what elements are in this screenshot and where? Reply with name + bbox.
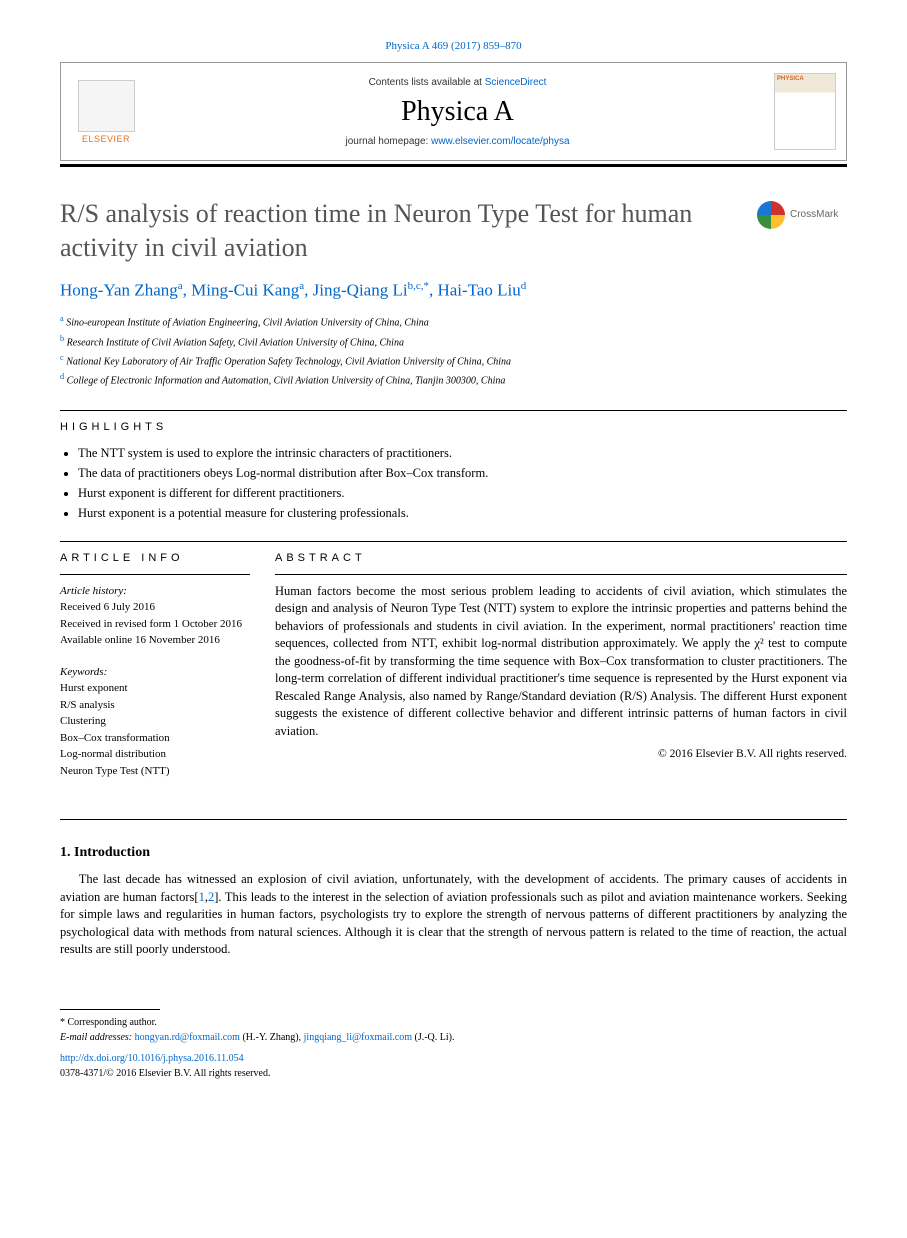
highlight-item: Hurst exponent is a potential measure fo…: [78, 503, 847, 523]
homepage-prefix: journal homepage:: [345, 136, 431, 147]
email-link[interactable]: jingqiang_li@foxmail.com: [304, 1032, 412, 1043]
homepage-link[interactable]: www.elsevier.com/locate/physa: [431, 136, 569, 147]
affil-text: Research Institute of Civil Aviation Saf…: [67, 337, 404, 348]
author-affil-sup: d: [521, 280, 527, 292]
online-date: Available online 16 November 2016: [60, 632, 250, 649]
received-date: Received 6 July 2016: [60, 599, 250, 616]
affiliation-line: c National Key Laboratory of Air Traffic…: [60, 351, 847, 370]
keyword: Neuron Type Test (NTT): [60, 763, 250, 780]
corresponding-author: * Corresponding author.: [60, 1015, 847, 1030]
revised-date: Received in revised form 1 October 2016: [60, 616, 250, 633]
affil-text: College of Electronic Information and Au…: [67, 376, 506, 387]
keyword: Log-normal distribution: [60, 746, 250, 763]
author-affil-sup: a: [299, 280, 304, 292]
elsevier-tree-icon: [78, 80, 135, 132]
contents-prefix: Contents lists available at: [369, 77, 485, 88]
email-attr: (J.-Q. Li).: [412, 1032, 455, 1043]
title-row: R/S analysis of reaction time in Neuron …: [60, 197, 847, 265]
journal-homepage: journal homepage: www.elsevier.com/locat…: [141, 136, 774, 147]
copyright: © 2016 Elsevier B.V. All rights reserved…: [275, 748, 847, 760]
header-reference: Physica A 469 (2017) 859–870: [60, 40, 847, 52]
author-name[interactable]: Ming-Cui Kang: [191, 280, 299, 299]
footer: * Corresponding author. E-mail addresses…: [60, 1015, 847, 1081]
issn-line: 0378-4371/© 2016 Elsevier B.V. All right…: [60, 1066, 847, 1081]
highlight-item: The data of practitioners obeys Log-norm…: [78, 463, 847, 483]
highlights-label: HIGHLIGHTS: [60, 421, 847, 433]
journal-name: Physica A: [141, 96, 774, 128]
abstract-column: ABSTRACT Human factors become the most s…: [275, 552, 847, 795]
affil-sup: b: [60, 334, 64, 343]
footer-divider: [60, 1009, 160, 1010]
publisher-header: ELSEVIER Contents lists available at Sci…: [60, 62, 847, 161]
sciencedirect-link[interactable]: ScienceDirect: [485, 77, 547, 88]
email-line: E-mail addresses: hongyan.rd@foxmail.com…: [60, 1030, 847, 1045]
divider: [60, 819, 847, 820]
article-history: Article history: Received 6 July 2016 Re…: [60, 583, 250, 649]
affiliation-line: d College of Electronic Information and …: [60, 370, 847, 389]
article-info-label: ARTICLE INFO: [60, 552, 250, 564]
divider: [60, 410, 847, 411]
info-abstract-row: ARTICLE INFO Article history: Received 6…: [60, 552, 847, 795]
header-center: Contents lists available at ScienceDirec…: [141, 77, 774, 147]
author-name[interactable]: Jing-Qiang Li: [313, 280, 408, 299]
keyword: R/S analysis: [60, 697, 250, 714]
abstract-label: ABSTRACT: [275, 552, 847, 564]
keyword: Hurst exponent: [60, 680, 250, 697]
keyword: Clustering: [60, 713, 250, 730]
keywords-block: Keywords: Hurst exponent R/S analysis Cl…: [60, 664, 250, 780]
header-bar: [60, 164, 847, 167]
author-name[interactable]: Hong-Yan Zhang: [60, 280, 178, 299]
affil-text: Sino-european Institute of Aviation Engi…: [66, 318, 429, 329]
affil-sup: d: [60, 372, 64, 381]
affil-sup: a: [60, 314, 64, 323]
affil-text: National Key Laboratory of Air Traffic O…: [66, 356, 511, 367]
crossmark-icon: [757, 201, 785, 229]
divider: [60, 574, 250, 575]
divider: [275, 574, 847, 575]
contents-line: Contents lists available at ScienceDirec…: [141, 77, 774, 88]
elsevier-text: ELSEVIER: [82, 134, 130, 144]
highlights-list: The NTT system is used to explore the in…: [60, 443, 847, 523]
author-list: Hong-Yan Zhanga, Ming-Cui Kanga, Jing-Qi…: [60, 280, 847, 301]
affil-sup: c: [60, 353, 64, 362]
highlight-item: The NTT system is used to explore the in…: [78, 443, 847, 463]
doi-link[interactable]: http://dx.doi.org/10.1016/j.physa.2016.1…: [60, 1053, 244, 1064]
abstract-text: Human factors become the most serious pr…: [275, 583, 847, 741]
doi-line: http://dx.doi.org/10.1016/j.physa.2016.1…: [60, 1051, 847, 1066]
journal-cover-thumbnail: PHYSICA: [774, 73, 836, 150]
author-affil-sup: a: [178, 280, 183, 292]
affiliation-line: b Research Institute of Civil Aviation S…: [60, 332, 847, 351]
keyword: Box–Cox transformation: [60, 730, 250, 747]
highlight-item: Hurst exponent is different for differen…: [78, 483, 847, 503]
page-container: Physica A 469 (2017) 859–870 ELSEVIER Co…: [0, 0, 907, 1121]
article-info-column: ARTICLE INFO Article history: Received 6…: [60, 552, 250, 795]
introduction-heading: 1. Introduction: [60, 845, 847, 861]
introduction-text: The last decade has witnessed an explosi…: [60, 871, 847, 959]
email-label: E-mail addresses:: [60, 1032, 135, 1043]
author-affil-sup: b,c,*: [408, 280, 429, 292]
history-heading: Article history:: [60, 583, 250, 600]
crossmark-badge[interactable]: CrossMark: [757, 197, 847, 232]
author-name[interactable]: Hai-Tao Liu: [437, 280, 520, 299]
divider: [60, 541, 847, 542]
crossmark-label: CrossMark: [790, 209, 838, 220]
affiliations: a Sino-european Institute of Aviation En…: [60, 312, 847, 389]
article-title: R/S analysis of reaction time in Neuron …: [60, 197, 757, 265]
affiliation-line: a Sino-european Institute of Aviation En…: [60, 312, 847, 331]
email-attr: (H.-Y. Zhang),: [240, 1032, 304, 1043]
email-link[interactable]: hongyan.rd@foxmail.com: [135, 1032, 240, 1043]
elsevier-logo: ELSEVIER: [71, 74, 141, 149]
keywords-heading: Keywords:: [60, 664, 250, 681]
cover-title: PHYSICA: [777, 76, 804, 82]
